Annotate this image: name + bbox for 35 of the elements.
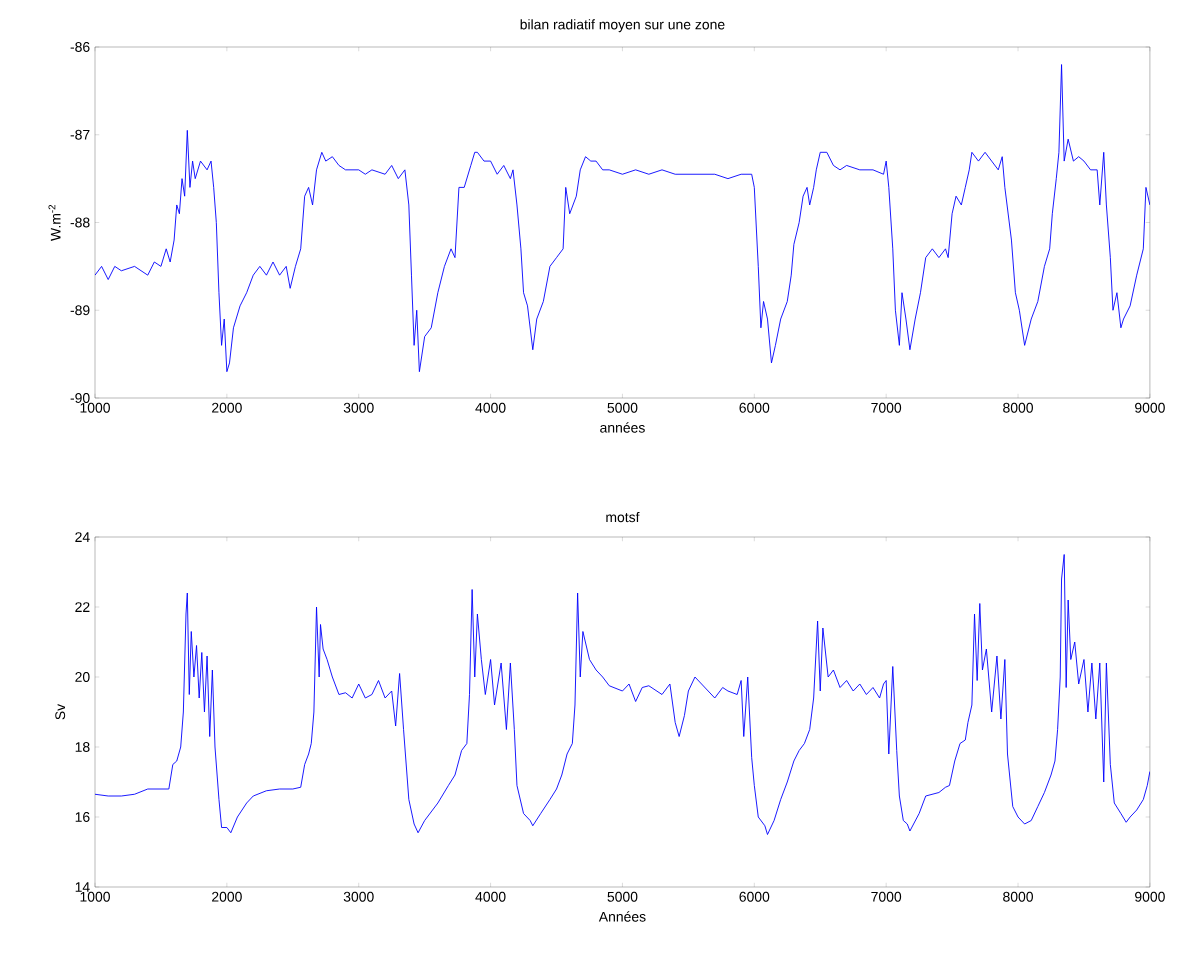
x-tick-label: 1000 [80, 402, 110, 413]
x-axis-title: années [600, 422, 645, 433]
y-tick-label: 22 [75, 602, 90, 612]
x-tick-label: 6000 [739, 891, 770, 902]
x-tick-label: 3000 [343, 891, 374, 902]
y-tick-label: 24 [75, 532, 90, 542]
x-tick-label: 3000 [343, 402, 374, 413]
x-tick-label: 9000 [1135, 891, 1165, 902]
y-tick-label: -86 [70, 42, 90, 52]
y-tick-label: -87 [70, 129, 90, 140]
y-tick-label: 20 [75, 672, 90, 682]
y-tick-label: 16 [75, 812, 90, 822]
x-tick-label: 8000 [1003, 402, 1033, 413]
chart-title: bilan radiatif moyen sur une zone [520, 19, 725, 33]
x-tick-label: 4000 [475, 402, 506, 413]
x-tick-label: 5000 [607, 891, 638, 902]
x-tick-label: 7000 [871, 402, 902, 413]
x-tick-label: 6000 [739, 402, 770, 413]
y-axis-title: W.m$^{-2}$ [48, 204, 61, 241]
y-tick-label: 18 [75, 742, 90, 752]
y-axis-title: Sv [55, 703, 66, 720]
chart-title: motsf [606, 511, 640, 523]
x-tick-label: 1000 [80, 891, 110, 902]
y-tick-label: -88 [70, 217, 90, 228]
y-tick-label: -90 [70, 393, 90, 403]
x-axis-title: Années [598, 911, 646, 922]
y-tick-label: 14 [75, 882, 90, 892]
y-tick-label: -89 [70, 305, 90, 316]
x-tick-label: 9000 [1135, 402, 1165, 413]
x-tick-label: 5000 [607, 402, 638, 413]
x-tick-label: 2000 [212, 891, 242, 902]
x-tick-label: 2000 [212, 402, 242, 413]
x-tick-label: 7000 [871, 891, 902, 902]
x-tick-label: 8000 [1003, 891, 1033, 902]
x-tick-label: 4000 [475, 891, 506, 902]
